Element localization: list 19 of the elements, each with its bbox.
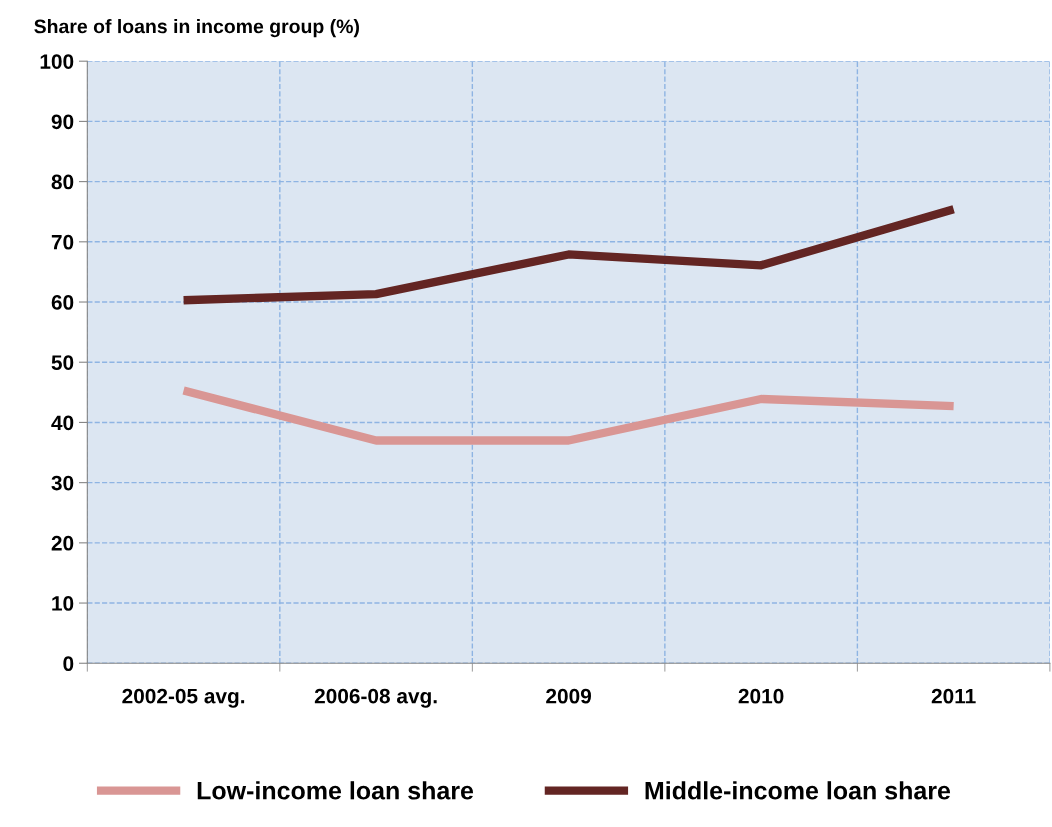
y-tick-label: 10 [52, 596, 74, 611]
x-tick-label: 2010 [738, 688, 784, 704]
y-tick-label: 40 [51, 415, 74, 431]
y-axis-title: Share of loans in income group (%) [34, 19, 359, 38]
y-tick-label: 90 [51, 114, 74, 130]
y-tick-label: 70 [51, 234, 74, 250]
legend-label: Low-income loan share [197, 781, 474, 800]
y-tick-label: 100 [40, 54, 74, 69]
x-tick-label: 2011 [931, 688, 976, 704]
y-tick-label: 20 [51, 535, 74, 551]
x-tick-label: 2009 [546, 688, 592, 704]
y-tick-label: 30 [51, 475, 74, 491]
x-tick-label: 2006-08 avg. [314, 688, 437, 708]
x-tick-label: 2002-05 avg. [122, 688, 245, 708]
y-tick-label: 60 [51, 295, 74, 310]
y-tick-label: 0 [63, 656, 74, 672]
legend-label: Middle-income loan share [645, 781, 951, 800]
y-tick-label: 80 [51, 174, 74, 190]
y-tick-label: 50 [51, 355, 74, 370]
